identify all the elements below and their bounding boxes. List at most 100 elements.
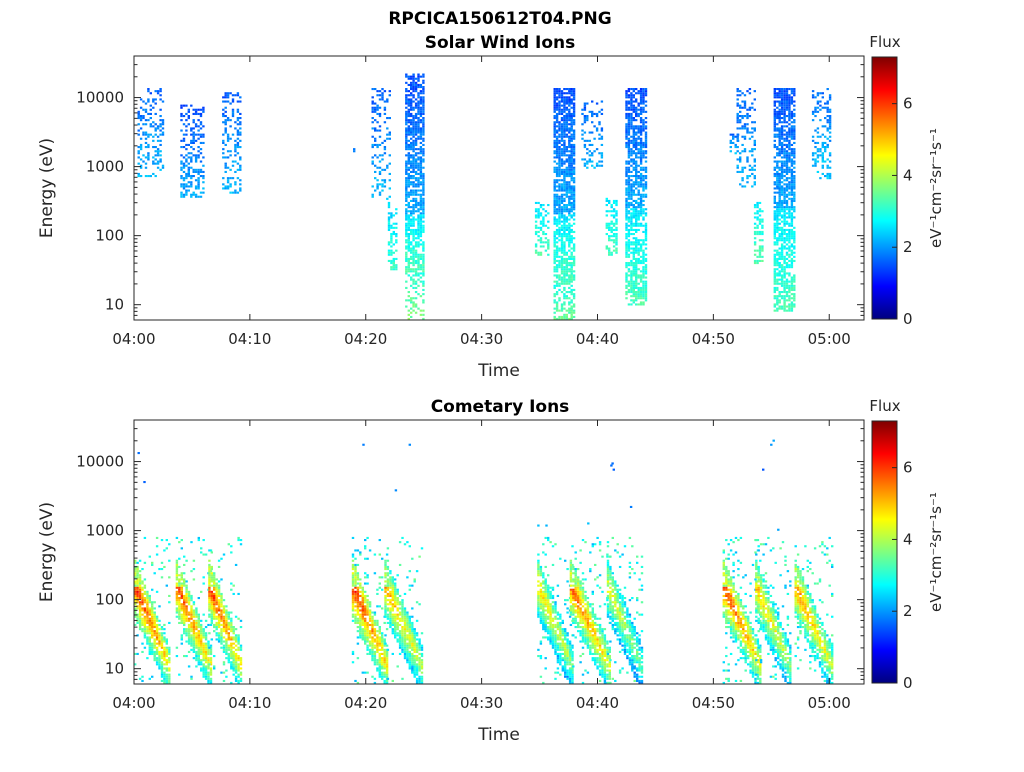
flux-cell [598,123,600,125]
flux-cell [625,171,627,173]
flux-cell [412,84,414,86]
flux-cell [417,208,419,210]
flux-cell [566,281,568,283]
flux-cell [190,595,192,597]
flux-cell [558,94,560,96]
flux-cell [395,264,397,266]
flux-cell [208,595,210,597]
flux-cell [791,223,793,225]
flux-cell [389,90,391,92]
flux-cell [642,254,644,256]
flux-cell [827,115,829,117]
flux-cell [213,618,215,620]
flux-cell [422,80,424,82]
flux-cell [625,256,627,258]
flux-cell [193,614,195,616]
flux-cell [642,262,644,264]
flux-cell [141,587,143,589]
flux-cell [563,173,565,175]
flux-cell [786,291,788,293]
flux-cell [779,113,781,115]
flux-cell [615,212,617,214]
flux-cell [628,150,630,152]
flux-cell [774,268,776,270]
flux-cell [203,665,205,667]
flux-cell [573,306,575,308]
flux-cell [185,119,187,121]
flux-cell [556,150,558,152]
flux-cell [405,146,407,148]
flux-cell [566,192,568,194]
flux-cell [630,216,632,218]
flux-cell [776,237,778,239]
flux-cell [379,171,381,173]
flux-cell [827,138,829,140]
flux-cell [566,258,568,260]
flux-cell [229,192,231,194]
flux-cell [156,624,158,626]
flux-cell [645,183,647,185]
flux-cell [554,194,556,196]
flux-cell [412,301,414,303]
flux-cell [155,146,157,148]
flux-cell [563,279,565,281]
flux-cell [178,583,180,585]
flux-cell [156,661,158,663]
flux-cell [744,94,746,96]
flux-cell [420,206,422,208]
flux-cell [417,258,419,260]
flux-cell [827,177,829,179]
flux-cell [783,94,785,96]
flux-cell [613,208,615,210]
flux-cell [223,609,225,611]
flux-cell [744,125,746,127]
flux-cell [207,657,209,659]
flux-cell [205,554,207,556]
flux-cell [573,177,575,179]
flux-cell [741,117,743,119]
flux-cell [227,177,229,179]
flux-cell [415,171,417,173]
flux-cell [193,616,195,618]
flux-cell [774,291,776,293]
flux-cell [227,140,229,142]
flux-cell [422,121,424,123]
flux-cell [213,655,215,657]
flux-cell [415,283,417,285]
flux-cell [793,289,795,291]
flux-cell [159,150,161,152]
flux-cell [389,117,391,119]
flux-cell [181,576,183,578]
flux-cell [625,101,627,103]
flux-cell [573,171,575,173]
flux-cell [139,622,141,624]
flux-cell [642,152,644,154]
flux-cell [422,289,424,291]
flux-cell [791,262,793,264]
flux-cell [786,88,788,90]
flux-cell [417,237,419,239]
flux-cell [573,204,575,206]
flux-cell [566,266,568,268]
flux-cell [741,179,743,181]
flux-cell [630,103,632,105]
flux-cell [415,287,417,289]
flux-cell [737,119,739,121]
flux-cell [412,134,414,136]
flux-cell [829,177,831,179]
flux-cell [827,103,829,105]
flux-cell [554,202,556,204]
flux-cell [793,206,795,208]
flux-cell [584,105,586,107]
flux-cell [225,638,227,640]
flux-cell [640,206,642,208]
flux-cell [566,295,568,297]
flux-cell [793,150,795,152]
flux-cell [417,183,419,185]
flux-cell [788,94,790,96]
flux-cell [829,127,831,129]
flux-cell [628,194,630,196]
flux-cell [415,206,417,208]
flux-cell [633,119,635,121]
flux-cell [791,264,793,266]
